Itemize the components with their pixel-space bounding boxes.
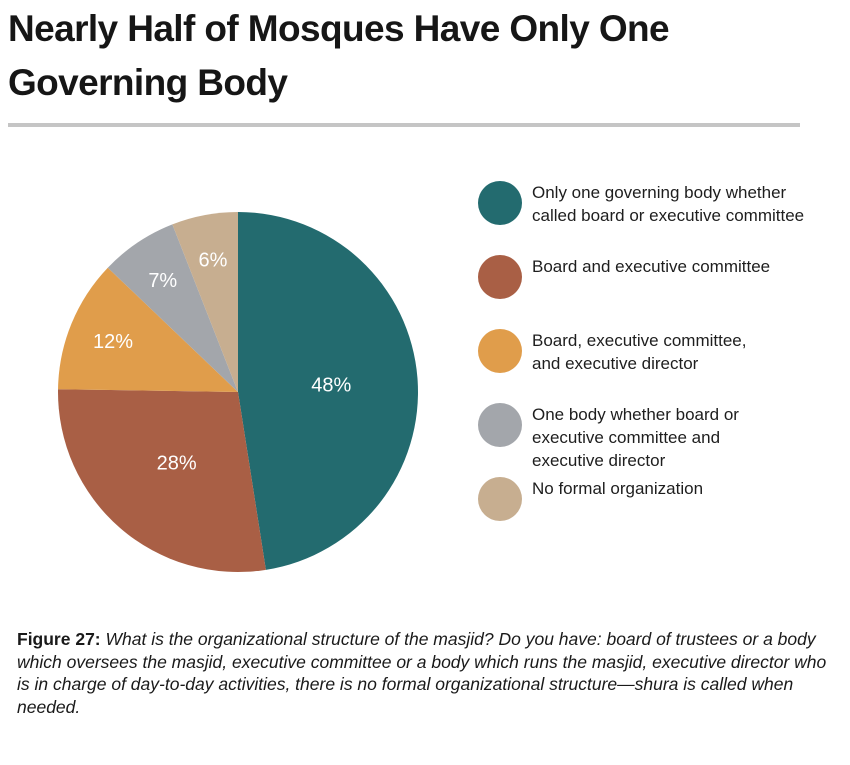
pie-slice-2 bbox=[58, 267, 238, 392]
pie-slice-3 bbox=[107, 224, 238, 392]
legend-item: One body whether board or executive comm… bbox=[478, 403, 850, 472]
pie-slice-0 bbox=[238, 212, 418, 570]
legend-swatch bbox=[478, 255, 522, 299]
legend-swatch bbox=[478, 329, 522, 373]
legend-swatch bbox=[478, 477, 522, 521]
title-divider bbox=[8, 123, 800, 127]
legend-label: Board, executive committee, and executiv… bbox=[532, 331, 747, 373]
pie-slice-4 bbox=[172, 212, 238, 392]
pie-slice-1 bbox=[58, 389, 266, 572]
slice-label-3: 7% bbox=[148, 270, 177, 292]
chart-title: Nearly Half of Mosques Have Only One Gov… bbox=[8, 8, 670, 103]
slice-label-1: 28% bbox=[157, 453, 197, 475]
legend-label: No formal organization bbox=[532, 479, 704, 498]
legend-swatch bbox=[478, 403, 522, 447]
figure-caption: Figure 27: What is the organizational st… bbox=[17, 628, 837, 718]
slice-label-0: 48% bbox=[311, 375, 351, 397]
legend-item: No formal organization bbox=[478, 477, 850, 521]
legend-item: Board and executive committee bbox=[478, 255, 850, 299]
legend-label: One body whether board or executive comm… bbox=[532, 405, 739, 470]
caption-body: What is the organizational structure of … bbox=[17, 629, 827, 717]
legend-item: Board, executive committee, and executiv… bbox=[478, 329, 850, 375]
legend-item: Only one governing body whether called b… bbox=[478, 181, 850, 227]
legend-swatch bbox=[478, 181, 522, 225]
slice-label-4: 6% bbox=[198, 249, 227, 271]
legend-label: Board and executive committee bbox=[532, 257, 771, 276]
slice-label-2: 12% bbox=[93, 331, 133, 353]
legend-label: Only one governing body whether called b… bbox=[532, 183, 805, 225]
caption-lead: Figure 27: bbox=[17, 629, 101, 649]
